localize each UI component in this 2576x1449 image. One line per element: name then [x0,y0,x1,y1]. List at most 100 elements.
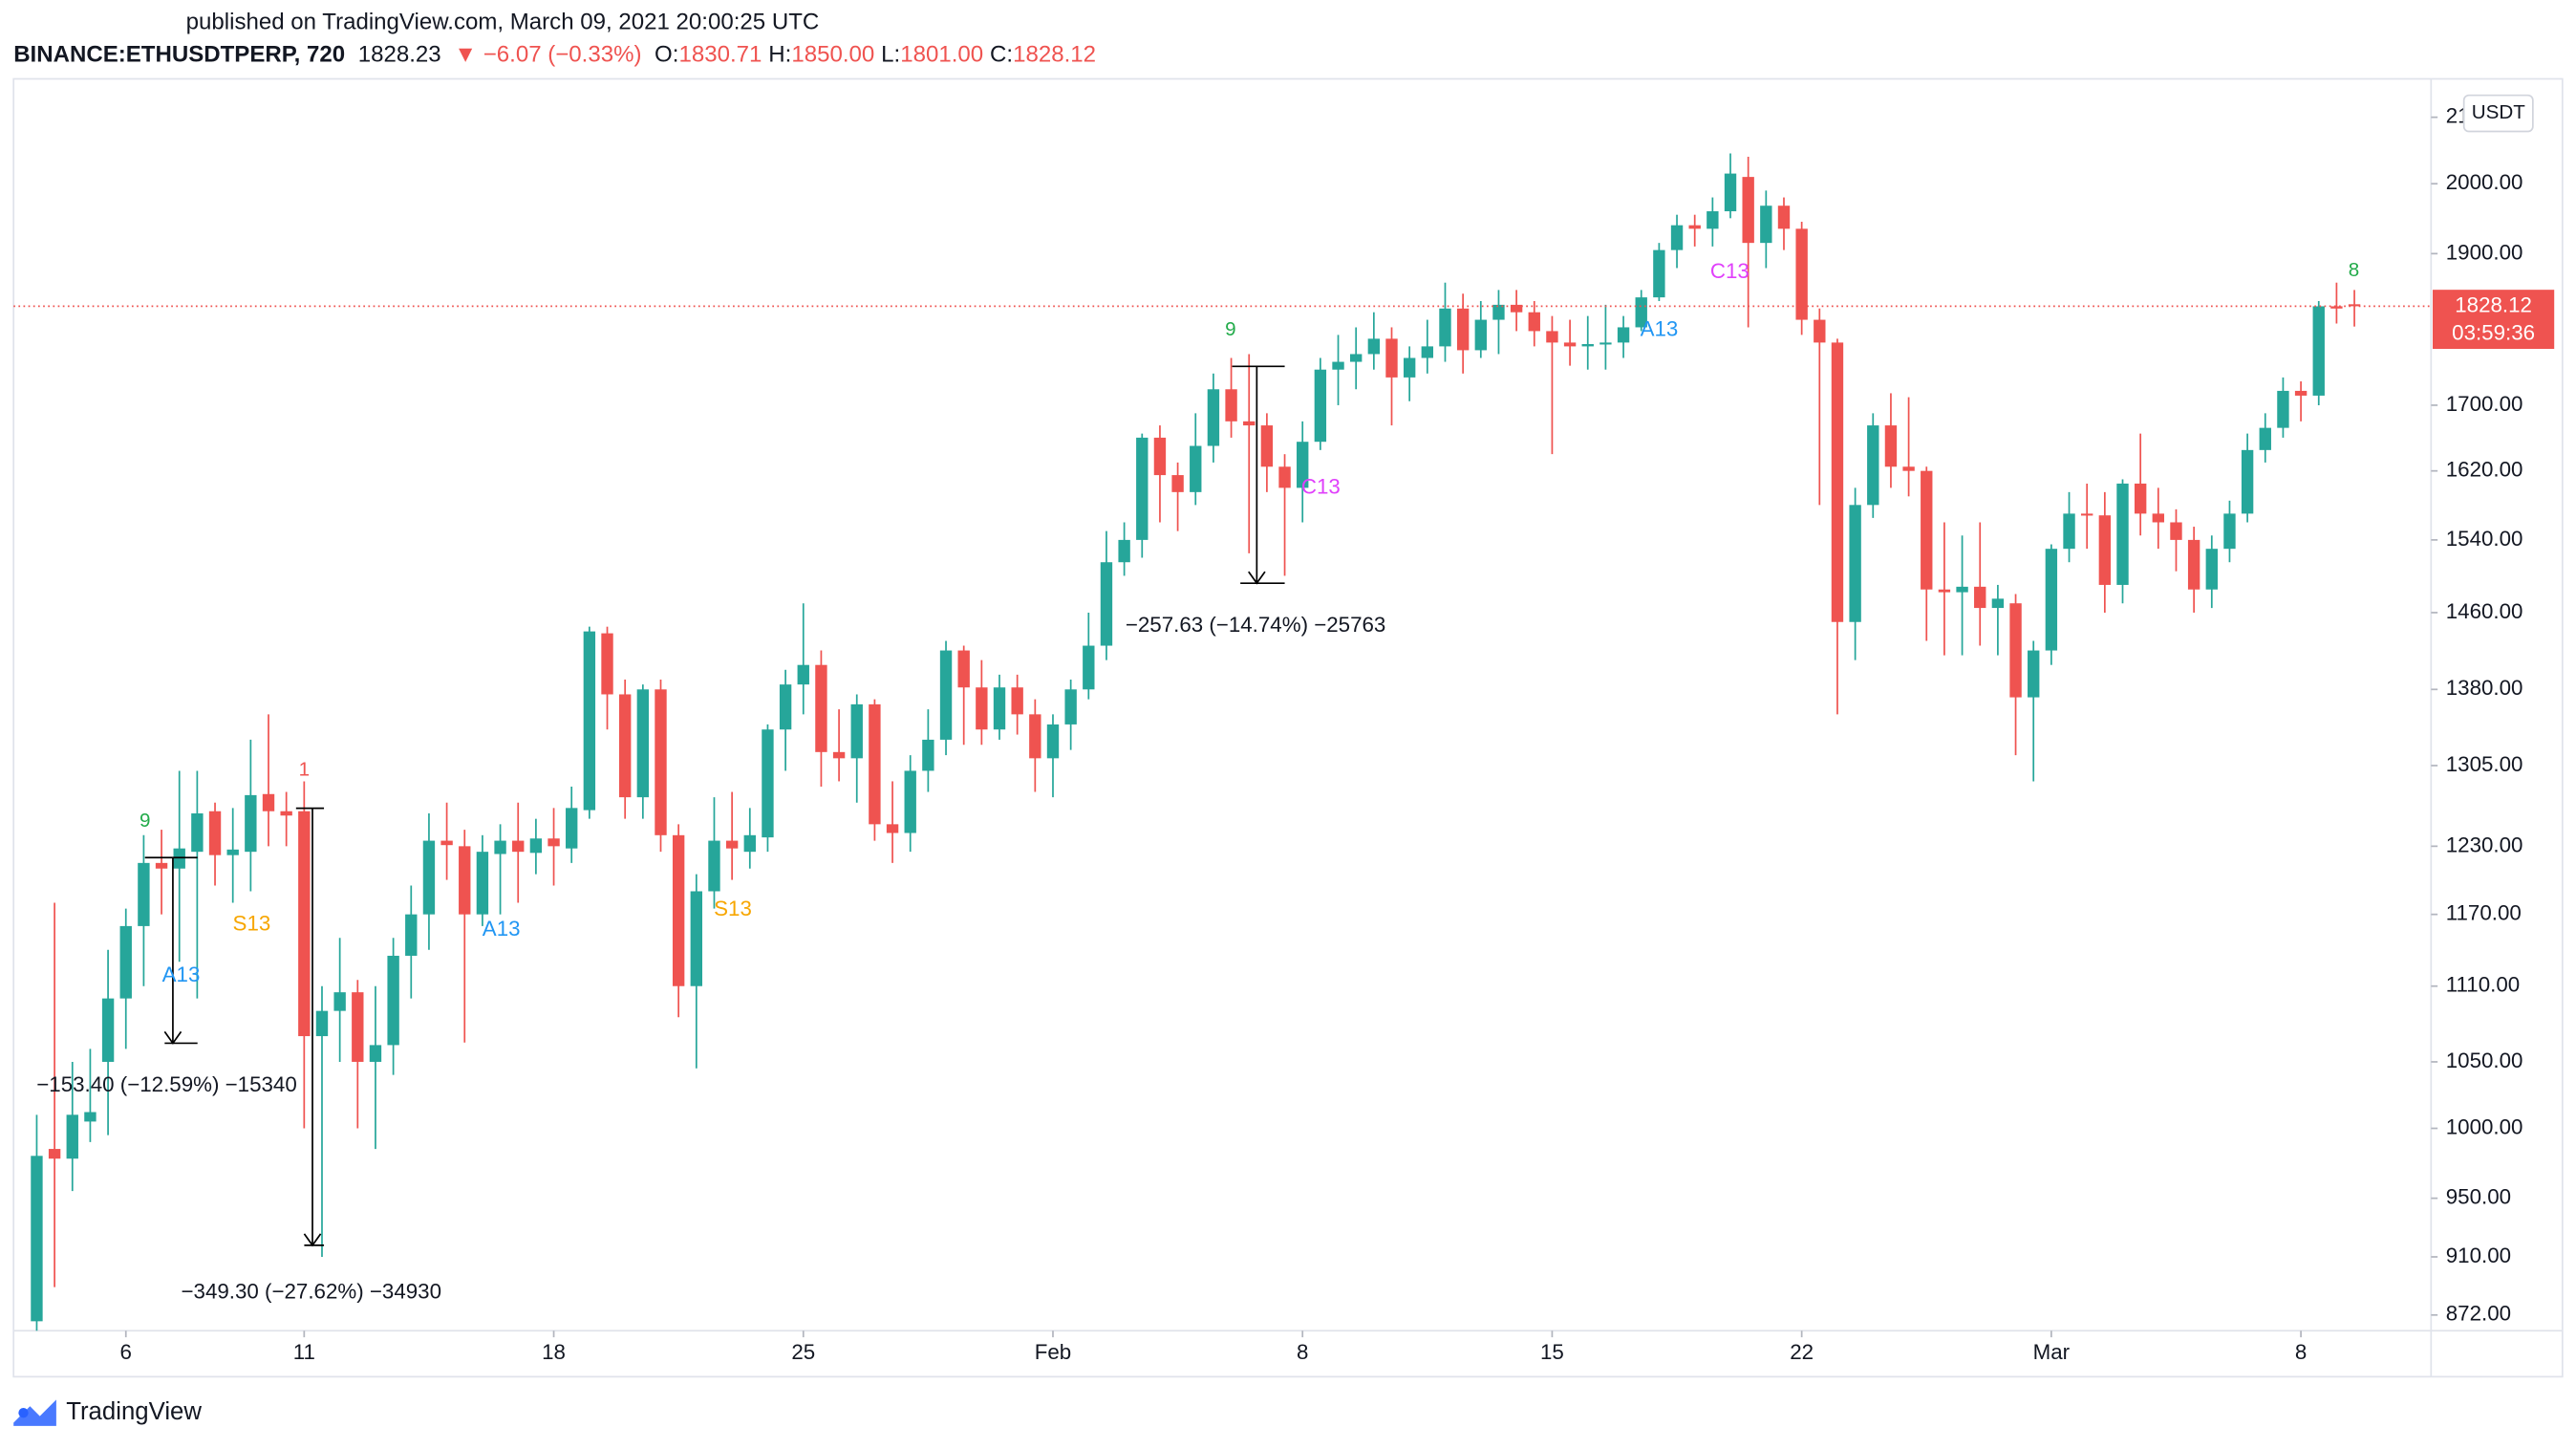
candle-body [1456,308,1470,351]
candle-body [2081,513,2093,516]
candle-body [1064,689,1077,724]
logo-text: TradingView [66,1398,202,1425]
indicator-label: 9 [1225,318,1235,340]
measure-tool [295,807,325,1247]
x-tick-label: Mar [2033,1340,2071,1364]
logo [13,1399,56,1426]
price-label: 1828.12 [2455,292,2532,316]
ohlc-key: L: [881,42,900,68]
candle-body [743,834,756,853]
countdown: 03:59:36 [2452,320,2535,344]
measure-label: −349.30 (−27.62%) −34930 [182,1280,442,1304]
candle-body [298,811,311,1037]
candle-body [1938,589,1951,593]
chart-frame [12,77,2564,1378]
candle-body [1956,586,1968,593]
candle-body [2009,603,2022,698]
candle-body [2152,513,2165,523]
y-tick-label: 1380.00 [2446,676,2523,700]
candle-body [1528,312,1540,332]
header-change: ▼ −6.07 (−0.33%) [454,42,641,68]
candle-body [1653,249,1665,298]
candle-body [976,687,988,730]
candle-body [2348,304,2361,307]
candle-body [1349,354,1363,362]
y-tick-label: 1620.00 [2446,458,2523,482]
candle-body [725,840,739,849]
candle-body [850,703,863,759]
candle-body [405,914,418,956]
candle-body [547,838,560,847]
x-tick-label: 8 [2295,1340,2307,1364]
candle-body [1083,645,1095,690]
candle-body [618,694,632,798]
indicator-label: C13 [1710,259,1750,283]
currency-label[interactable]: USDT [2472,101,2526,123]
candle-body [2330,306,2343,309]
indicator-label: 8 [2349,259,2359,281]
candle-body [333,992,346,1011]
indicator-label: A13 [162,962,201,986]
candle-body [1403,357,1416,378]
candle-body [1688,225,1701,229]
candle-body [1385,338,1398,378]
candle-body [904,770,916,833]
indicator-label: 1 [299,759,310,781]
y-tick-label: 1305.00 [2446,752,2523,776]
candle-body [1118,539,1130,563]
candle-body [1546,331,1558,343]
candle-body [832,751,846,759]
candles [31,153,2361,1331]
candle-body [1190,445,1202,492]
measure-label: −257.63 (−14.74%) −25763 [1126,613,1386,637]
y-tick-label: 1110.00 [2446,973,2520,997]
y-tick-label: 1700.00 [2446,392,2523,416]
candle-body [1421,346,1434,358]
measure-label: −153.40 (−12.59%) −15340 [36,1072,297,1096]
candle-body [2028,650,2040,698]
y-tick-label: 1000.00 [2446,1114,2523,1138]
candle-body [1136,437,1148,540]
x-tick-label: 6 [120,1340,132,1364]
ohlc-value: 1850.00 [791,42,874,68]
candle-body [459,846,471,915]
x-tick-label: 18 [542,1340,566,1364]
x-tick-label: 11 [293,1340,315,1364]
candle-body [84,1112,97,1122]
y-tick-label: 1540.00 [2446,527,2523,551]
candle-body [566,808,578,849]
published-note: published on TradingView.com, March 09, … [186,9,820,34]
candle-body [1207,389,1220,446]
header-price: 1828.23 [358,42,441,68]
candle-body [1510,304,1523,313]
candle-body [1707,211,1719,229]
candle-body [48,1149,61,1159]
candle-body [1814,319,1826,343]
indicator-label: C13 [1301,474,1341,498]
indicator-label: 9 [140,810,150,832]
candle-body [1171,475,1184,492]
candle-body [119,925,132,999]
ohlc-value: 1828.12 [1013,42,1096,68]
measure-tool [144,856,198,1045]
candle-body [2241,449,2254,514]
currency-button[interactable] [2462,94,2534,133]
indicator-label: A13 [483,917,521,941]
candle-body [387,955,399,1046]
candle-body [1742,177,1754,244]
candle-body [262,793,275,811]
candle-body [512,840,525,853]
candle-body [1278,466,1291,488]
candle-body [280,811,292,816]
candle-body [155,862,168,869]
x-tick-label: 22 [1790,1340,1814,1364]
candle-body [1046,724,1060,759]
candle-body [191,812,204,853]
candle-body [1760,205,1772,244]
x-tick-label: Feb [1035,1340,1071,1364]
candle-body [636,689,650,798]
candle-body [66,1114,78,1159]
header: BINANCE:ETHUSDTPERP, 720 1828.23 ▼ −6.07… [13,42,1096,68]
candle-body [1724,173,1737,212]
